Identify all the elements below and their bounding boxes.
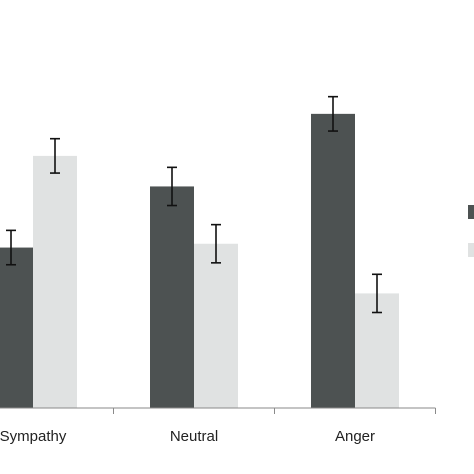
error-bar-neutral-series-1 [167,166,177,207]
error-bar-anger-series-2 [372,273,382,314]
bars-group [0,113,399,409]
error-bar-sympathy-series-1 [6,229,16,266]
error-bar-neutral-series-2 [211,223,221,264]
tick-label-anger: Anger [335,428,375,445]
x-axis-tick-labels: Sympathy Neutral Anger [0,428,375,445]
legend-swatch-series-2 [468,243,474,257]
bar-sympathy-series-1 [0,247,33,408]
legend-swatch-series-1 [468,205,474,219]
x-axis-ticks [113,408,436,414]
bar-neutral-series-1 [150,186,194,408]
bar-neutral-series-2 [194,243,238,408]
bar-sympathy-series-2 [33,155,77,408]
error-bar-sympathy-series-2 [50,137,60,174]
error-bars-group [6,95,382,314]
tick-label-sympathy: Sympathy [0,428,67,445]
bar-anger-series-1 [311,113,355,409]
tick-label-neutral: Neutral [170,428,218,445]
error-bar-anger-series-1 [328,95,338,132]
legend [468,205,474,257]
